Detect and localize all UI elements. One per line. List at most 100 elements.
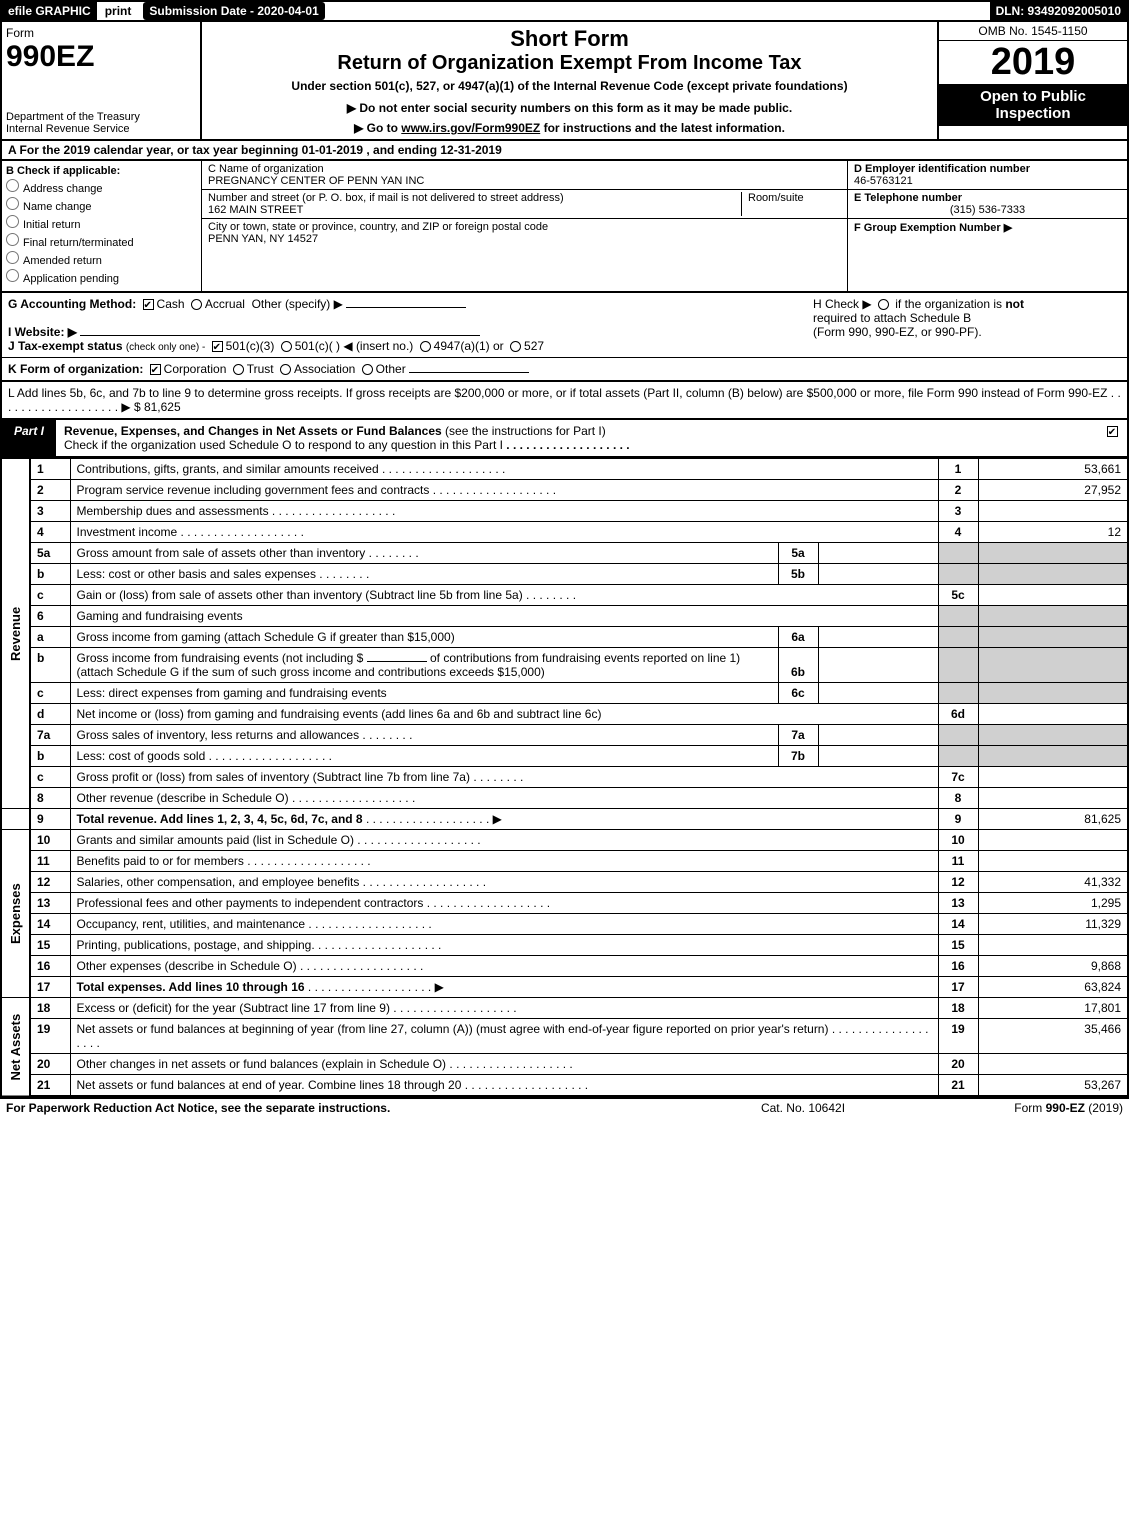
row-l: L Add lines 5b, 6c, and 7b to line 9 to … — [0, 382, 1129, 420]
form-subtitle: Under section 501(c), 527, or 4947(a)(1)… — [210, 79, 929, 93]
amt-6d — [978, 704, 1128, 725]
chk-501c3[interactable] — [212, 341, 223, 352]
side-expenses: Expenses — [1, 830, 30, 998]
chk-association[interactable] — [280, 364, 291, 375]
col-b-label: B Check if applicable: — [6, 165, 197, 177]
header-center: Short Form Return of Organization Exempt… — [202, 22, 937, 139]
row-h: H Check ▶ if the organization is not req… — [807, 293, 1127, 357]
addr: 162 MAIN STREET — [208, 204, 741, 216]
chk-address-change[interactable] — [6, 179, 19, 192]
chk-initial-return[interactable] — [6, 215, 19, 228]
chk-schedule-o[interactable] — [1107, 426, 1118, 437]
chk-accrual[interactable] — [191, 299, 202, 310]
website-field[interactable] — [80, 335, 480, 336]
header-right: OMB No. 1545-1150 2019 Open to Public In… — [937, 22, 1127, 139]
org-name-label: C Name of organization — [208, 163, 841, 175]
amt-10 — [978, 830, 1128, 851]
city-label: City or town, state or province, country… — [208, 221, 841, 233]
val-6a — [818, 627, 938, 648]
omb-number: OMB No. 1545-1150 — [939, 22, 1127, 41]
chk-cash[interactable] — [143, 299, 154, 310]
org-name: PREGNANCY CENTER OF PENN YAN INC — [208, 175, 841, 187]
row-k: K Form of organization: Corporation Trus… — [2, 357, 1127, 380]
short-form-title: Short Form — [210, 26, 929, 52]
chk-527[interactable] — [510, 341, 521, 352]
chk-amended-return[interactable] — [6, 251, 19, 264]
col-c: C Name of organization PREGNANCY CENTER … — [202, 161, 847, 291]
amt-19: 35,466 — [978, 1019, 1128, 1054]
amt-18: 17,801 — [978, 998, 1128, 1019]
footer-cat: Cat. No. 10642I — [703, 1101, 903, 1115]
val-7a — [818, 725, 938, 746]
header-left: Form 990EZ Department of the Treasury In… — [2, 22, 202, 139]
open-inspection: Open to Public Inspection — [939, 84, 1127, 126]
print-button[interactable]: print — [97, 4, 140, 18]
row-g: G Accounting Method: Cash Accrual Other … — [2, 293, 807, 357]
amt-4: 12 — [978, 522, 1128, 543]
ein-label: D Employer identification number — [854, 163, 1121, 175]
amt-8 — [978, 788, 1128, 809]
val-7b — [818, 746, 938, 767]
chk-final-return[interactable] — [6, 233, 19, 246]
gross-receipts: ▶ $ 81,625 — [121, 400, 180, 414]
amt-16: 9,868 — [978, 956, 1128, 977]
phone-label: E Telephone number — [854, 192, 1121, 204]
val-6b — [818, 648, 938, 683]
row-a: A For the 2019 calendar year, or tax yea… — [0, 141, 1129, 161]
amt-9: 81,625 — [978, 809, 1128, 830]
amt-7c — [978, 767, 1128, 788]
submission-date: Submission Date - 2020-04-01 — [143, 2, 324, 20]
amt-17: 63,824 — [978, 977, 1128, 998]
form-title: Return of Organization Exempt From Incom… — [210, 52, 929, 75]
dept-irs: Internal Revenue Service — [6, 123, 196, 135]
form-number: 990EZ — [6, 40, 196, 74]
amt-14: 11,329 — [978, 914, 1128, 935]
efile-label: efile GRAPHIC — [2, 2, 97, 20]
part1-title: Revenue, Expenses, and Changes in Net As… — [56, 420, 1097, 456]
room-label: Room/suite — [748, 192, 841, 204]
chk-501c[interactable] — [281, 341, 292, 352]
amt-15 — [978, 935, 1128, 956]
amt-3 — [978, 501, 1128, 522]
form-header: Form 990EZ Department of the Treasury In… — [0, 22, 1129, 141]
val-5b — [818, 564, 938, 585]
part1-header: Part I Revenue, Expenses, and Changes in… — [0, 420, 1129, 458]
row-i: I Website: ▶ — [8, 325, 77, 339]
entity-block: B Check if applicable: Address change Na… — [0, 161, 1129, 293]
ein: 46-5763121 — [854, 175, 1121, 187]
val-5a — [818, 543, 938, 564]
chk-4947[interactable] — [420, 341, 431, 352]
amt-2: 27,952 — [978, 480, 1128, 501]
form-word: Form — [6, 26, 196, 40]
dept-treasury: Department of the Treasury — [6, 111, 196, 123]
page-footer: For Paperwork Reduction Act Notice, see … — [0, 1097, 1129, 1117]
amt-1: 53,661 — [978, 459, 1128, 480]
amt-12: 41,332 — [978, 872, 1128, 893]
chk-name-change[interactable] — [6, 197, 19, 210]
chk-application-pending[interactable] — [6, 269, 19, 282]
top-bar: efile GRAPHIC print Submission Date - 20… — [0, 0, 1129, 22]
amt-20 — [978, 1054, 1128, 1075]
addr-label: Number and street (or P. O. box, if mail… — [208, 192, 741, 204]
amt-11 — [978, 851, 1128, 872]
chk-trust[interactable] — [233, 364, 244, 375]
city: PENN YAN, NY 14527 — [208, 233, 841, 245]
col-b: B Check if applicable: Address change Na… — [2, 161, 202, 291]
part1-label: Part I — [2, 420, 56, 456]
mid-block: G Accounting Method: Cash Accrual Other … — [0, 293, 1129, 382]
irs-link[interactable]: www.irs.gov/Form990EZ — [401, 121, 540, 135]
col-d: D Employer identification number 46-5763… — [847, 161, 1127, 291]
goto-note: ▶ Go to www.irs.gov/Form990EZ for instru… — [210, 121, 929, 135]
chk-other-org[interactable] — [362, 364, 373, 375]
footer-left: For Paperwork Reduction Act Notice, see … — [6, 1101, 703, 1115]
chk-h[interactable] — [878, 299, 889, 310]
amt-5c — [978, 585, 1128, 606]
chk-corporation[interactable] — [150, 364, 161, 375]
group-label: F Group Exemption Number ▶ — [854, 221, 1121, 234]
dln: DLN: 93492092005010 — [990, 2, 1127, 20]
side-revenue: Revenue — [1, 459, 30, 809]
amt-13: 1,295 — [978, 893, 1128, 914]
other-specify[interactable] — [346, 307, 466, 308]
part1-table: Revenue 1 Contributions, gifts, grants, … — [0, 458, 1129, 1097]
amt-21: 53,267 — [978, 1075, 1128, 1097]
